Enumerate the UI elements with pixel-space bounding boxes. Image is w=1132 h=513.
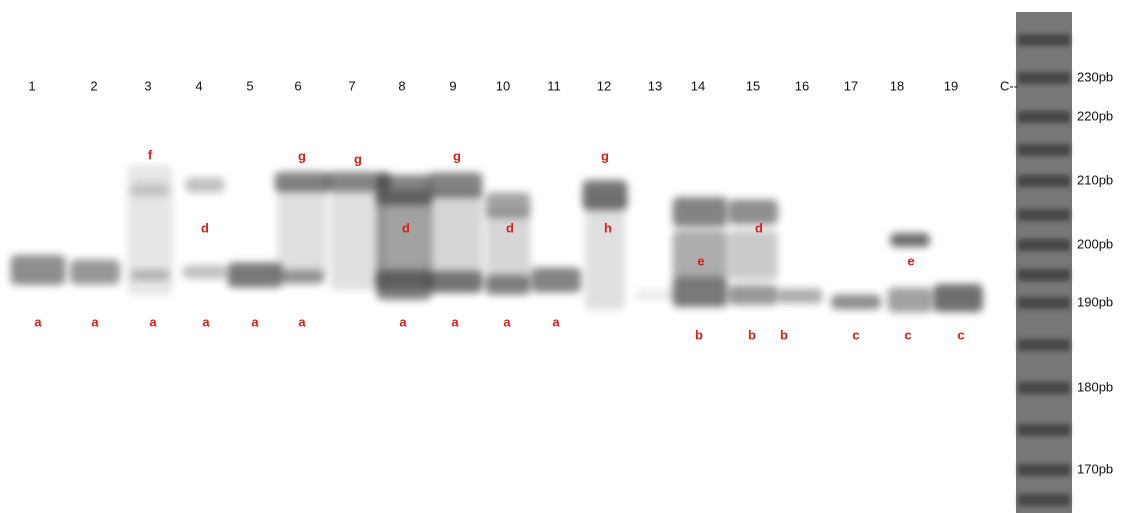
- band-smear: [183, 265, 228, 279]
- lane-label: 4: [195, 78, 202, 93]
- allele-label: e: [907, 253, 914, 268]
- allele-label: a: [399, 314, 407, 329]
- allele-label: b: [780, 327, 788, 342]
- ladder-band: [1018, 269, 1070, 281]
- band-smear: [228, 263, 283, 288]
- allele-label: a: [149, 314, 157, 329]
- band-smear: [831, 295, 881, 310]
- ladder-band: [1018, 297, 1070, 309]
- allele-label: e: [697, 253, 704, 268]
- allele-label: d: [201, 220, 209, 235]
- allele-label: c: [852, 327, 859, 342]
- allele-label: c: [957, 327, 964, 342]
- ladder-lane: [1016, 12, 1072, 513]
- lane-label: 19: [944, 78, 958, 93]
- size-label: 220pb: [1077, 108, 1113, 123]
- band-smear: [377, 270, 432, 300]
- lane-label: 17: [844, 78, 858, 93]
- lane-label: 8: [398, 78, 405, 93]
- allele-label: b: [695, 327, 703, 342]
- allele-label: d: [755, 220, 763, 235]
- size-label: 210pb: [1077, 172, 1113, 187]
- lane-label: 14: [691, 78, 705, 93]
- allele-label: a: [251, 314, 259, 329]
- ladder-band: [1018, 239, 1070, 251]
- allele-label: g: [601, 148, 609, 163]
- lane-label: 12: [597, 78, 611, 93]
- ladder-band: [1018, 464, 1070, 476]
- size-label: 180pb: [1077, 379, 1113, 394]
- lane-label: 13: [648, 78, 662, 93]
- band-smear: [130, 270, 170, 280]
- lane-label: 16: [795, 78, 809, 93]
- band-smear: [277, 185, 327, 275]
- allele-label: a: [552, 314, 560, 329]
- allele-label: h: [604, 220, 612, 235]
- band-smear: [673, 197, 728, 227]
- ladder-band: [1018, 494, 1070, 506]
- lane-label: 6: [294, 78, 301, 93]
- lane-label: 5: [246, 78, 253, 93]
- ladder-band: [1018, 144, 1070, 156]
- allele-label: d: [506, 220, 514, 235]
- band-smear: [673, 277, 728, 307]
- band-smear: [890, 233, 930, 247]
- lane-label: 9: [449, 78, 456, 93]
- band-smear: [486, 275, 531, 295]
- allele-label: a: [451, 314, 459, 329]
- lane-label: 3: [144, 78, 151, 93]
- band-smear: [280, 270, 325, 284]
- ladder-band: [1018, 111, 1070, 123]
- lane-label: C--: [1000, 78, 1018, 93]
- ladder-band: [1018, 34, 1070, 46]
- band-smear: [778, 289, 823, 304]
- band-smear: [185, 178, 225, 193]
- band-smear: [728, 230, 778, 280]
- ladder-band: [1018, 175, 1070, 187]
- allele-label: a: [503, 314, 511, 329]
- lane-label: 1: [28, 78, 35, 93]
- ladder-band: [1018, 382, 1070, 394]
- lane-label: 2: [90, 78, 97, 93]
- band-smear: [728, 285, 778, 305]
- size-label: 170pb: [1077, 461, 1113, 476]
- band-smear: [531, 268, 581, 293]
- allele-label: f: [148, 147, 153, 162]
- band-smear: [70, 260, 120, 285]
- allele-label: a: [298, 314, 306, 329]
- allele-label: g: [453, 148, 461, 163]
- lane-label: 10: [496, 78, 510, 93]
- band-smear: [933, 284, 983, 312]
- allele-label: c: [904, 327, 911, 342]
- band-smear: [635, 290, 675, 300]
- allele-label: a: [91, 314, 99, 329]
- allele-label: a: [34, 314, 42, 329]
- size-label: 200pb: [1077, 236, 1113, 251]
- lane-label: 7: [348, 78, 355, 93]
- allele-label: d: [402, 220, 410, 235]
- band-smear: [585, 190, 625, 310]
- ladder-band: [1018, 339, 1070, 351]
- lane-label: 18: [890, 78, 904, 93]
- allele-label: g: [354, 151, 362, 166]
- allele-label: g: [298, 148, 306, 163]
- ladder-band: [1018, 424, 1070, 436]
- band-smear: [428, 271, 483, 293]
- size-label: 230pb: [1077, 69, 1113, 84]
- lane-label: 11: [547, 78, 561, 93]
- ladder-band: [1018, 209, 1070, 221]
- allele-label: b: [748, 327, 756, 342]
- lane-label: 15: [746, 78, 760, 93]
- band-smear: [130, 184, 170, 196]
- band-smear: [11, 255, 66, 285]
- allele-label: a: [202, 314, 210, 329]
- size-label: 190pb: [1077, 294, 1113, 309]
- gel-figure: 1 a 2 a 3 f a 4 d a 5 a 6 g a 7 g 8 d a 9 g a 10 d a 11 a 12 g h 13 14 e b…: [0, 0, 1132, 513]
- band-smear: [728, 200, 778, 225]
- ladder-band: [1018, 72, 1070, 84]
- band-smear: [888, 288, 933, 313]
